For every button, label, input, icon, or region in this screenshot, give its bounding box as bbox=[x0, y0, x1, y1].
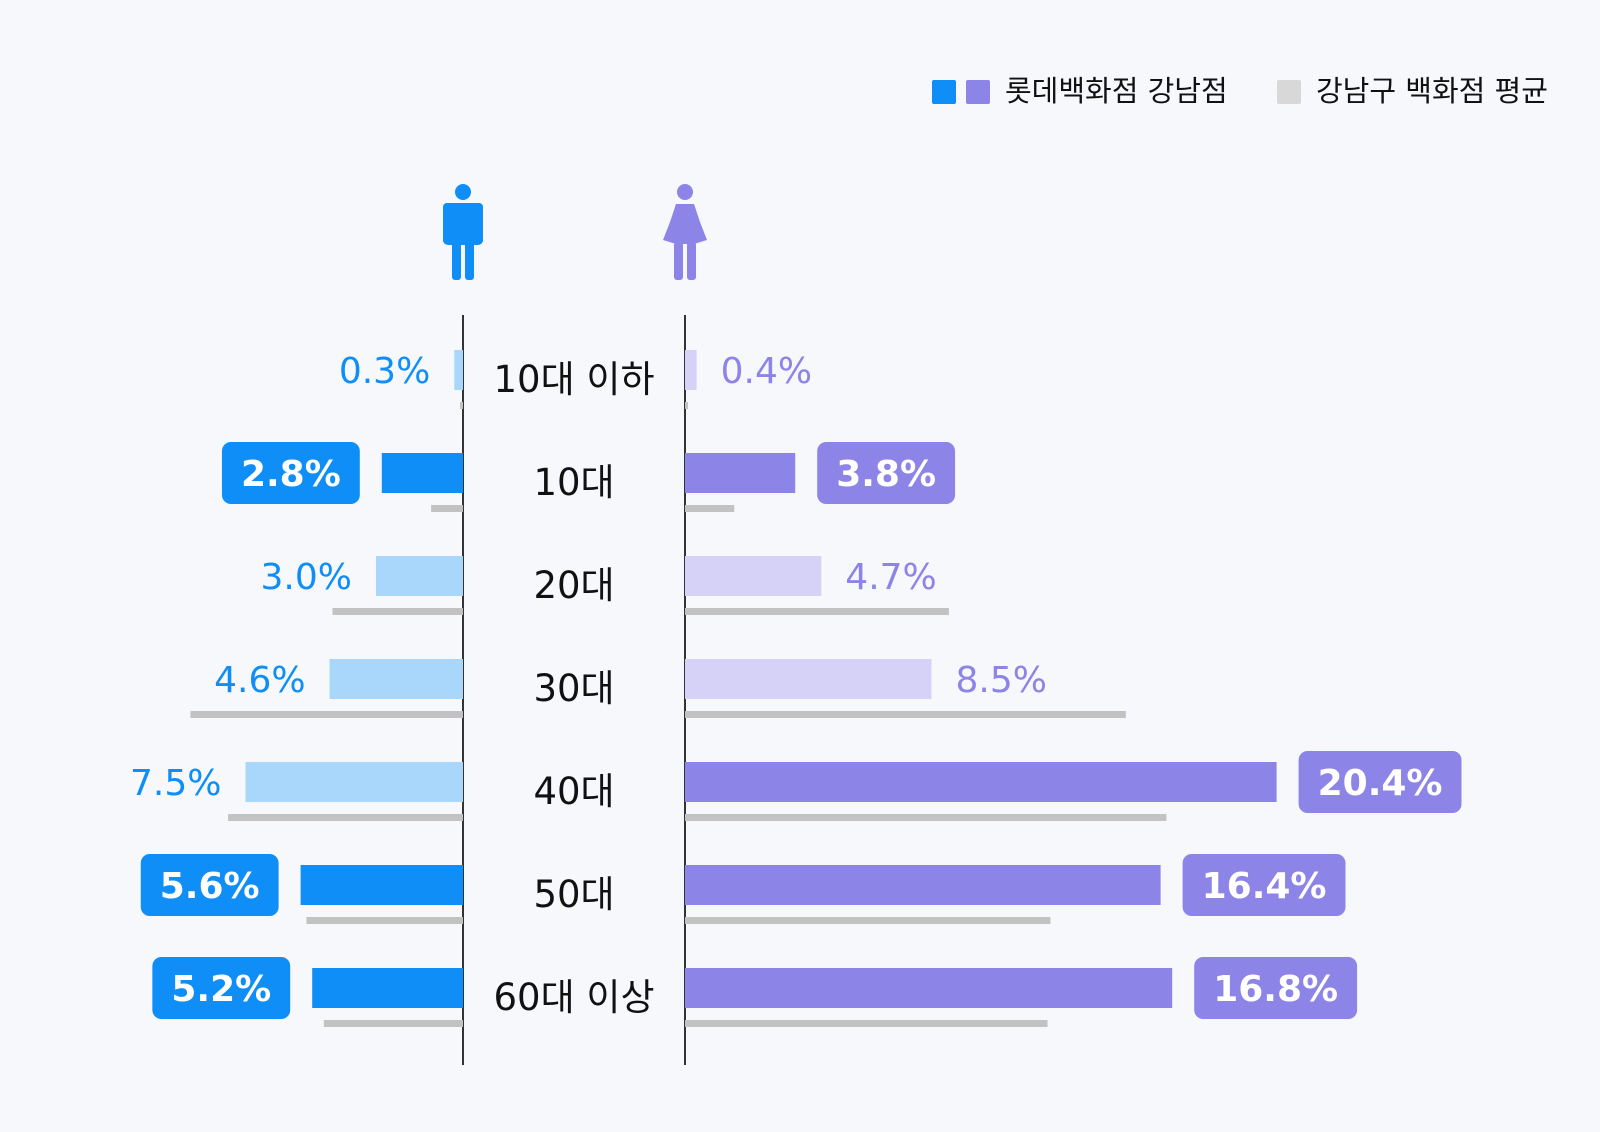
average-bar-male bbox=[431, 505, 463, 512]
male-value-label: 5.2% bbox=[171, 969, 271, 1010]
average-bar-female bbox=[685, 814, 1167, 821]
female-bar bbox=[685, 968, 1173, 1008]
female-bar bbox=[685, 762, 1277, 802]
average-bar-female bbox=[685, 402, 688, 409]
female-bar bbox=[685, 865, 1161, 905]
average-bar-female bbox=[685, 608, 949, 615]
category-label: 20대 bbox=[533, 564, 614, 607]
average-bar-male bbox=[332, 608, 463, 615]
female-value-label: 20.4% bbox=[1318, 763, 1443, 804]
male-value-label: 4.6% bbox=[214, 660, 305, 701]
female-bar bbox=[685, 659, 932, 699]
female-value-badge bbox=[1298, 751, 1462, 813]
category-labels: 10대 이하 10대 20대 30대 40대 50대 60대 이상 bbox=[494, 358, 655, 1019]
female-value-label: 16.8% bbox=[1213, 969, 1338, 1010]
female-person-icon bbox=[663, 184, 707, 280]
legend-primary-label: 롯데백화점 강남점 bbox=[1005, 74, 1228, 108]
average-bar-male bbox=[190, 711, 463, 718]
male-person-icon bbox=[443, 184, 483, 280]
male-bar bbox=[245, 762, 463, 802]
average-bar-female bbox=[685, 711, 1126, 718]
category-label: 30대 bbox=[533, 667, 614, 710]
average-bar-female bbox=[685, 917, 1051, 924]
average-bar-male bbox=[306, 917, 463, 924]
average-bar-male bbox=[323, 1020, 463, 1027]
male-value-badge bbox=[152, 957, 291, 1019]
category-label: 50대 bbox=[533, 873, 614, 916]
category-label: 10대 이하 bbox=[494, 358, 655, 401]
legend: 롯데백화점 강남점 강남구 백화점 평균 bbox=[932, 74, 1548, 108]
category-label: 10대 bbox=[533, 461, 614, 504]
male-value-label: 2.8% bbox=[241, 454, 341, 495]
legend-male-swatch bbox=[932, 80, 956, 104]
average-bar-female bbox=[685, 1020, 1048, 1027]
category-label: 60대 이상 bbox=[494, 976, 655, 1019]
male-value-label: 7.5% bbox=[130, 763, 221, 804]
female-bar bbox=[685, 556, 822, 596]
female-value-label: 3.8% bbox=[836, 454, 936, 495]
female-value-label: 4.7% bbox=[845, 557, 936, 598]
legend-secondary-label: 강남구 백화점 평균 bbox=[1316, 74, 1548, 108]
female-bar bbox=[685, 350, 697, 390]
legend-average-swatch bbox=[1277, 80, 1301, 104]
legend-female-swatch bbox=[966, 80, 990, 104]
male-value-label: 3.0% bbox=[261, 557, 352, 598]
female-value-label: 16.4% bbox=[1202, 866, 1327, 907]
female-bar bbox=[685, 453, 796, 493]
category-label: 40대 bbox=[533, 770, 614, 813]
male-bar bbox=[454, 350, 463, 390]
male-bar bbox=[312, 968, 463, 1008]
male-value-badge bbox=[140, 854, 279, 916]
male-bar bbox=[376, 556, 463, 596]
female-value-label: 0.4% bbox=[721, 351, 812, 392]
male-bar bbox=[381, 453, 463, 493]
male-value-badge bbox=[221, 442, 360, 504]
female-value-badge bbox=[817, 442, 956, 504]
female-value-badge bbox=[1194, 957, 1358, 1019]
female-value-label: 8.5% bbox=[956, 660, 1047, 701]
male-value-label: 5.6% bbox=[160, 866, 260, 907]
labels-layer: 0.3% 0.4% 2.8% 3.8% 3.0% 4.7% 4.6% 8.5% 7.5% 20.4… bbox=[130, 351, 1462, 1019]
male-bar bbox=[300, 865, 463, 905]
male-bar bbox=[329, 659, 463, 699]
bars-layer bbox=[190, 350, 1277, 1027]
average-bar-female bbox=[685, 505, 735, 512]
average-bar-male bbox=[228, 814, 463, 821]
male-value-label: 0.3% bbox=[339, 351, 430, 392]
average-bar-male bbox=[460, 402, 463, 409]
female-value-badge bbox=[1182, 854, 1346, 916]
